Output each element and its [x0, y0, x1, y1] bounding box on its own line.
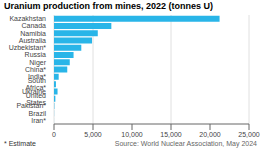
svg-text:Canada: Canada — [21, 22, 46, 29]
svg-text:20,000: 20,000 — [199, 131, 221, 138]
svg-text:Namibia: Namibia — [20, 30, 46, 37]
svg-text:Iran*: Iran* — [31, 117, 46, 124]
svg-text:10,000: 10,000 — [121, 131, 143, 138]
svg-text:Brazil: Brazil — [28, 110, 46, 117]
svg-text:Pakistan*: Pakistan* — [16, 102, 46, 109]
svg-text:15,000: 15,000 — [160, 131, 182, 138]
svg-text:Kazakhstan: Kazakhstan — [9, 15, 46, 22]
svg-text:Russia: Russia — [25, 51, 47, 58]
svg-text:Uzbekistan*: Uzbekistan* — [9, 44, 47, 51]
svg-text:25,000: 25,000 — [238, 131, 255, 138]
svg-text:Australia: Australia — [19, 37, 46, 44]
svg-text:0: 0 — [52, 131, 56, 138]
svg-text:5,000: 5,000 — [84, 131, 102, 138]
svg-text:China*: China* — [25, 66, 46, 73]
